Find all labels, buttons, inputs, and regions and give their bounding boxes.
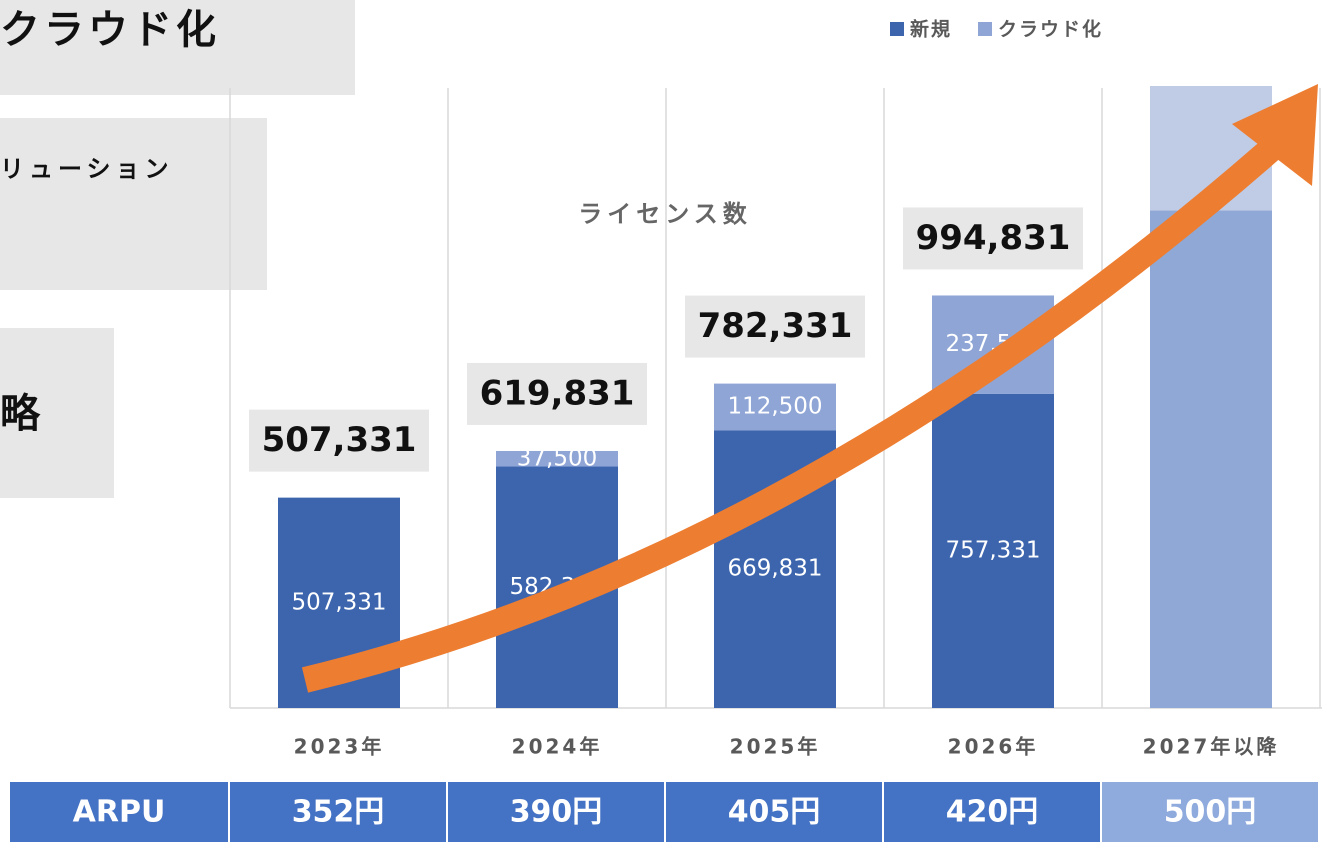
chart-title: ライセンス数	[578, 200, 752, 228]
x-tick-label: 2023年	[294, 735, 385, 759]
arpu-cell	[1102, 782, 1318, 842]
arpu-text: 352円	[292, 795, 385, 830]
x-tick-label: 2026年	[948, 735, 1039, 759]
trend-arrow	[301, 140, 1279, 693]
arpu-text: ARPU	[73, 795, 166, 830]
arpu-cell	[230, 782, 446, 842]
arpu-cell	[448, 782, 664, 842]
x-tick-label: 2025年	[730, 735, 821, 759]
side-box-text: クラウド化	[0, 7, 220, 53]
data-label: 37,500	[517, 445, 597, 471]
data-label: 669,831	[727, 556, 822, 582]
total-label: 507,331	[262, 420, 417, 460]
bar-segment	[932, 393, 1054, 708]
total-label-box	[685, 295, 865, 358]
total-label-box	[467, 362, 647, 425]
legend-label: 新規	[910, 18, 952, 41]
arpu-text: 390円	[510, 795, 603, 830]
arpu-text: 405円	[728, 795, 821, 830]
bar-segment	[1150, 210, 1272, 708]
arpu-cell	[10, 782, 228, 842]
x-tick-label: 2027年以降	[1143, 735, 1280, 759]
side-box	[0, 328, 114, 498]
arrow-head	[1232, 84, 1318, 186]
side-box-text: 略	[0, 391, 41, 437]
legend-swatch	[890, 22, 904, 36]
plot: 2023年507,331507,3312024年582,33137,500619…	[229, 18, 1322, 759]
total-label: 994,831	[916, 218, 1071, 258]
total-label-box	[903, 207, 1083, 270]
bar-segment	[714, 383, 836, 431]
data-label: 757,331	[945, 537, 1040, 563]
data-label: 507,331	[291, 589, 386, 615]
total-label-box	[249, 409, 429, 472]
side-box-text: リューション	[0, 155, 174, 183]
bar-segment	[496, 450, 618, 467]
legend-label: クラウド化	[998, 18, 1103, 41]
total-label: 619,831	[480, 373, 635, 413]
arpu-cell	[884, 782, 1100, 842]
arpu-text: 500円	[1164, 795, 1257, 830]
side-box	[0, 0, 355, 95]
arpu-row: ARPU 352円 390円 405円 420円 500円	[10, 782, 1318, 842]
arpu-text: 420円	[946, 795, 1039, 830]
x-tick-label: 2024年	[512, 735, 603, 759]
legend-swatch	[978, 22, 993, 36]
data-label: 112,500	[727, 393, 822, 419]
side-box	[0, 118, 267, 290]
arpu-cell	[666, 782, 882, 842]
total-label: 782,331	[698, 306, 853, 346]
